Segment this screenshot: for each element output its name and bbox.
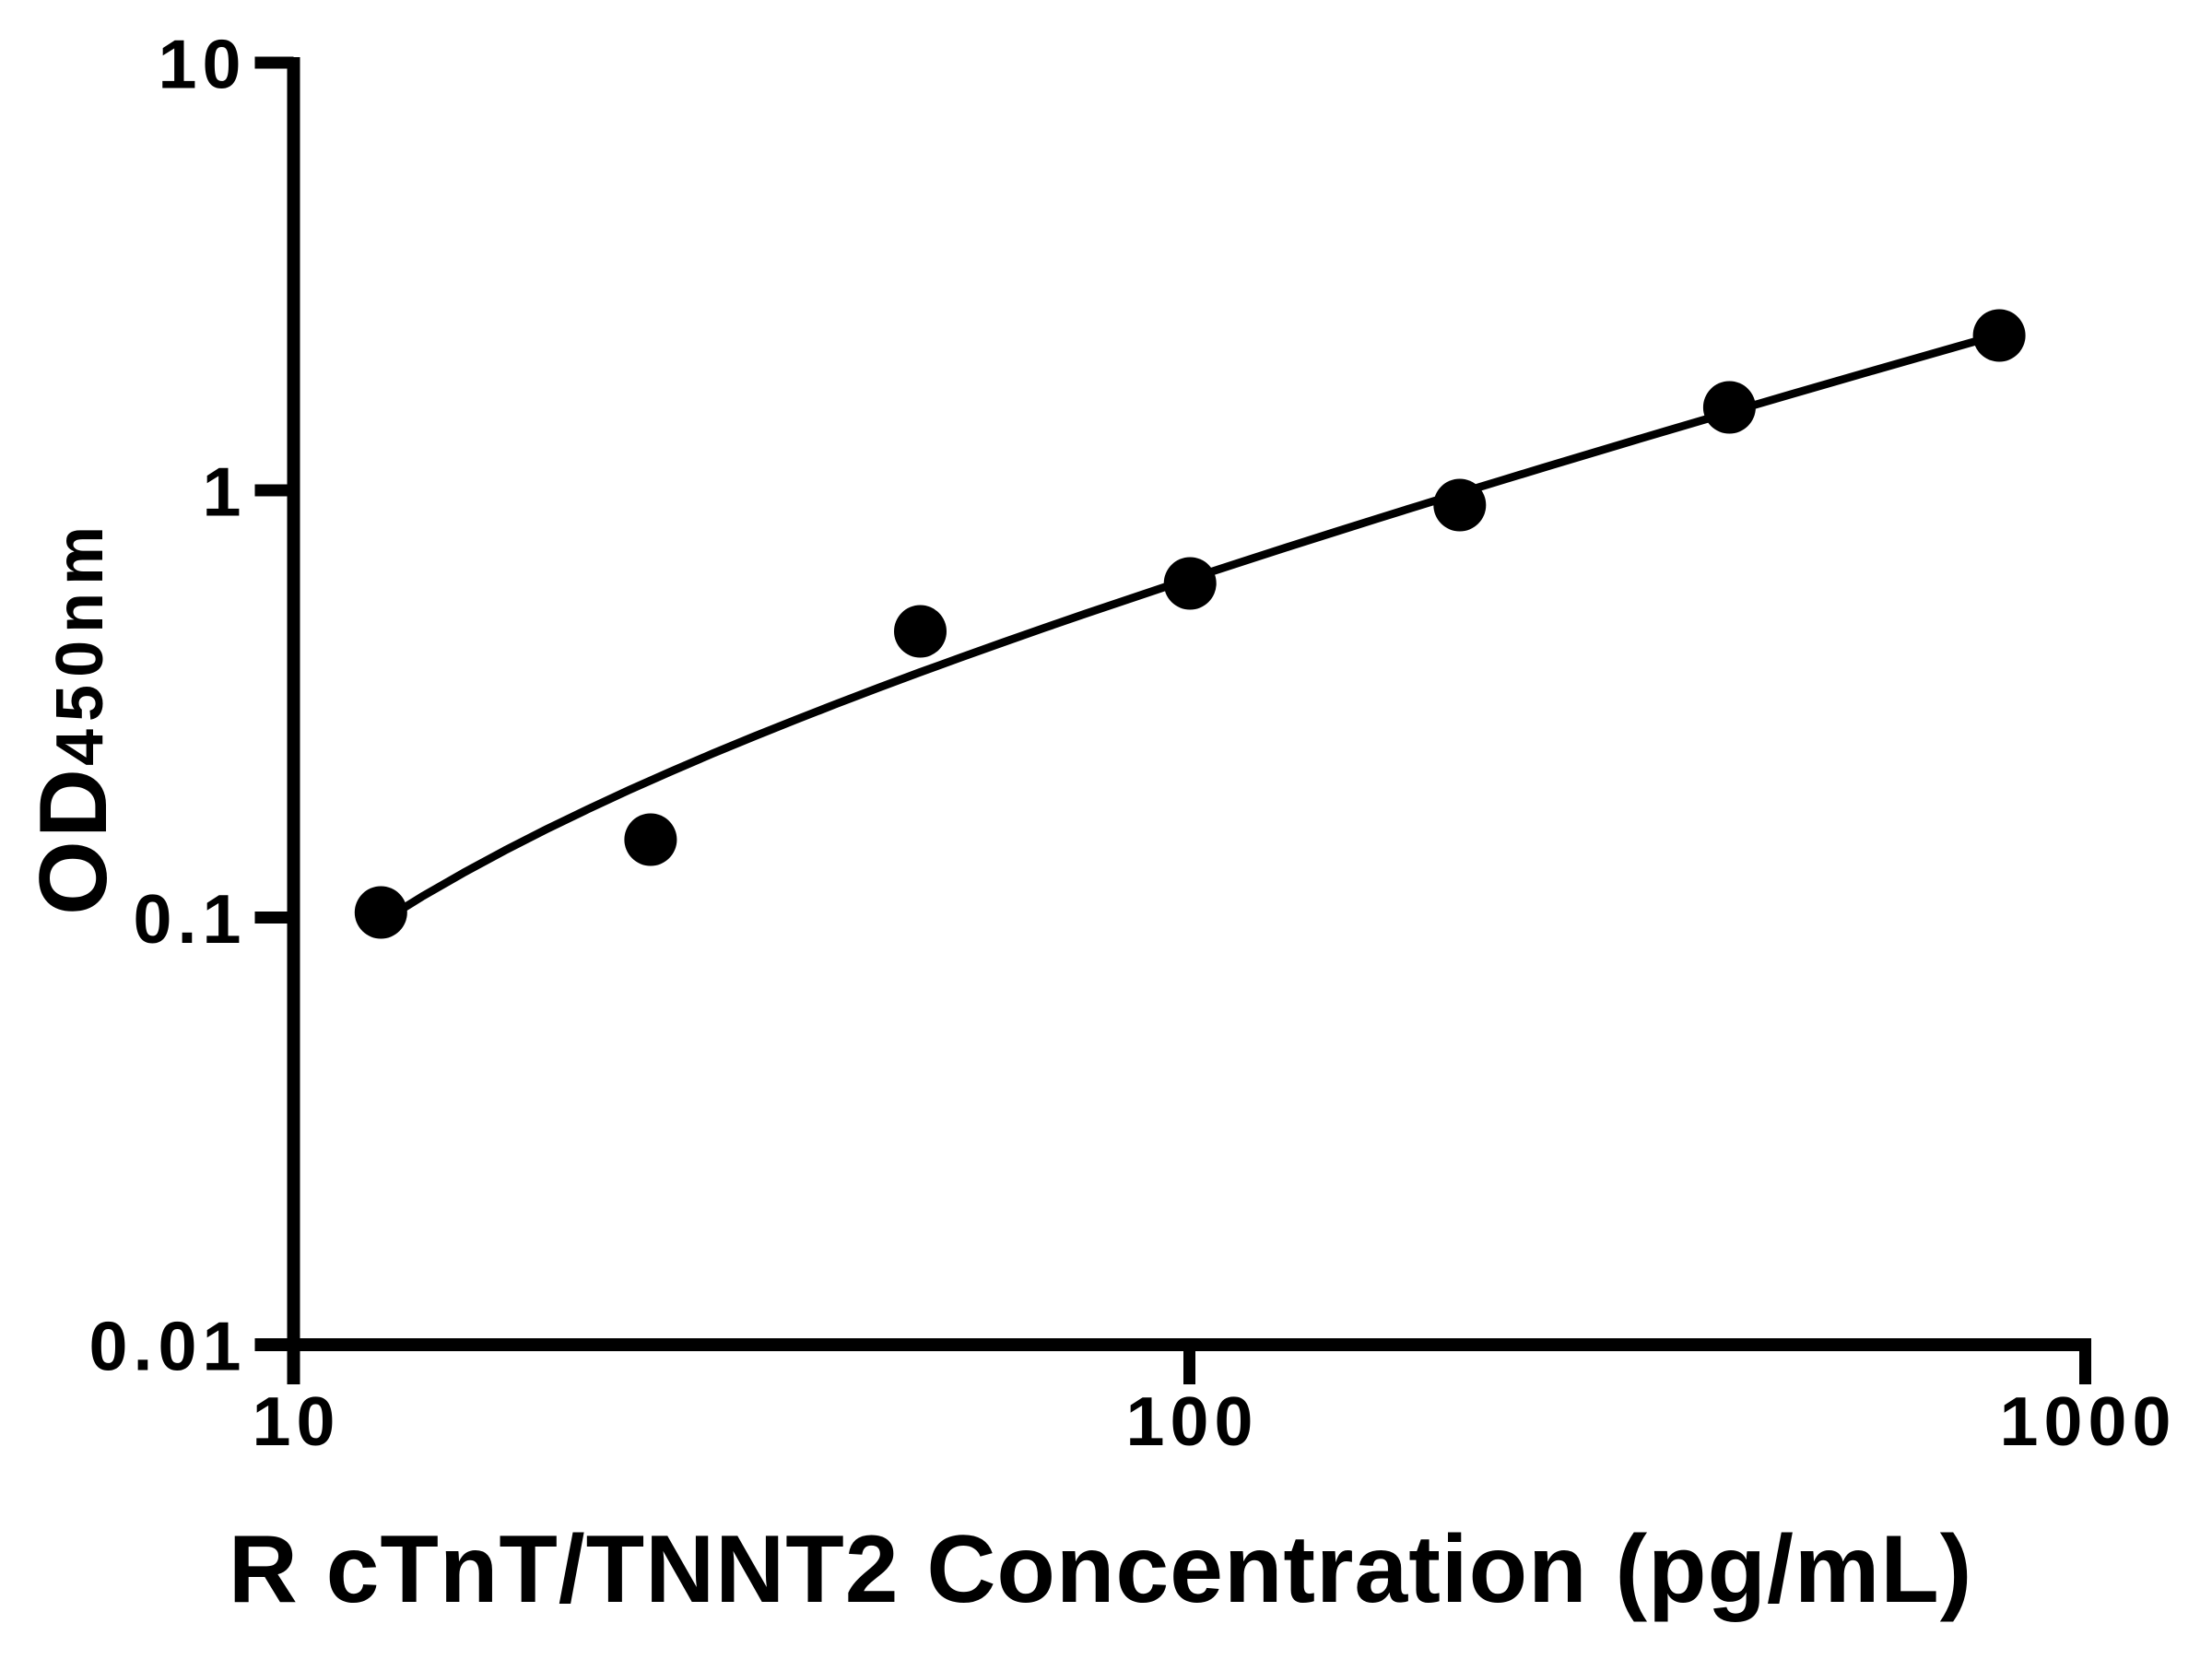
svg-text:10: 10 xyxy=(253,1382,341,1460)
svg-text:R cTnT/TNNT2 Concentration (pg: R cTnT/TNNT2 Concentration (pg/mL) xyxy=(229,1516,1973,1623)
svg-text:0.01: 0.01 xyxy=(89,1308,247,1385)
svg-text:100: 100 xyxy=(1126,1382,1259,1460)
svg-text:1: 1 xyxy=(203,453,247,531)
svg-text:1000: 1000 xyxy=(2000,1382,2177,1460)
svg-text:10: 10 xyxy=(159,26,247,103)
svg-text:0.1: 0.1 xyxy=(134,880,247,958)
